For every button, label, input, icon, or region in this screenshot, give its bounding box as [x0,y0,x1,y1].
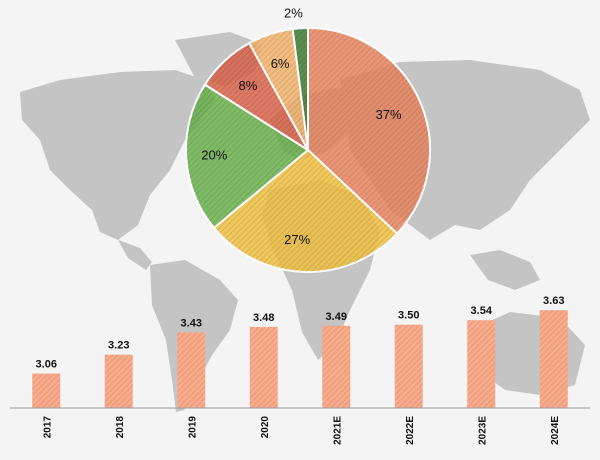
bar-value-label: 3.49 [326,311,347,323]
bar-hatch-2024E [539,310,568,408]
x-tick-label: 2021E [332,416,343,445]
bar-value-label: 3.63 [543,295,564,307]
x-tick-label: 2024E [550,416,561,445]
bar-value-label: 3.54 [471,305,493,317]
bar-value-label: 3.23 [108,340,129,352]
bar-value-labels: 3.06 3.23 3.43 3.48 3.49 3.50 3.54 3.63 [36,295,565,370]
x-tick-label: 2019 [187,416,198,439]
bar-hatch-2023E [467,320,496,408]
pie-slice-hatch [185,84,308,228]
pie-slice-label: 20% [201,148,227,163]
x-tick-label: 2020 [260,416,271,439]
x-tick-label: 2023E [477,416,488,445]
bar-value-label: 3.48 [253,312,274,324]
bar-value-label: 3.06 [36,359,57,371]
x-tick-label: 2018 [115,416,126,439]
pie-slice-hatch [204,43,308,151]
pie-slice-hatch [308,28,430,234]
x-tick-label: 2022E [405,416,416,445]
pie-slice-label: 6% [271,56,290,71]
pie-slice-hatch [214,150,397,272]
pie-slice-label: 8% [239,78,258,93]
pie-slice-label: 27% [284,232,310,247]
pie-chart: 37% 27% 20% 8% 6% 2% [185,6,431,273]
bar-value-label: 3.50 [398,310,419,322]
bar-hatch-2017 [32,373,61,408]
bar-hatch-2019 [177,332,206,408]
x-axis-tick-labels: 2017 2018 2019 2020 2021E 2022E 2023E 2024E [42,416,561,445]
bar-hatch-2018 [104,354,133,408]
pie-slice-hatch [292,28,308,150]
pie-slice-hatch [249,28,308,150]
bar-hatch-2021E [322,325,351,408]
bar-hatch-2022E [394,324,423,408]
bar-value-label: 3.43 [181,317,202,329]
x-tick-label: 2017 [42,416,53,439]
pie-slice-label: 2% [284,6,303,21]
bar-hatch-2020 [249,326,278,408]
bar-series [32,310,568,408]
pie-slice-label: 37% [376,107,402,122]
